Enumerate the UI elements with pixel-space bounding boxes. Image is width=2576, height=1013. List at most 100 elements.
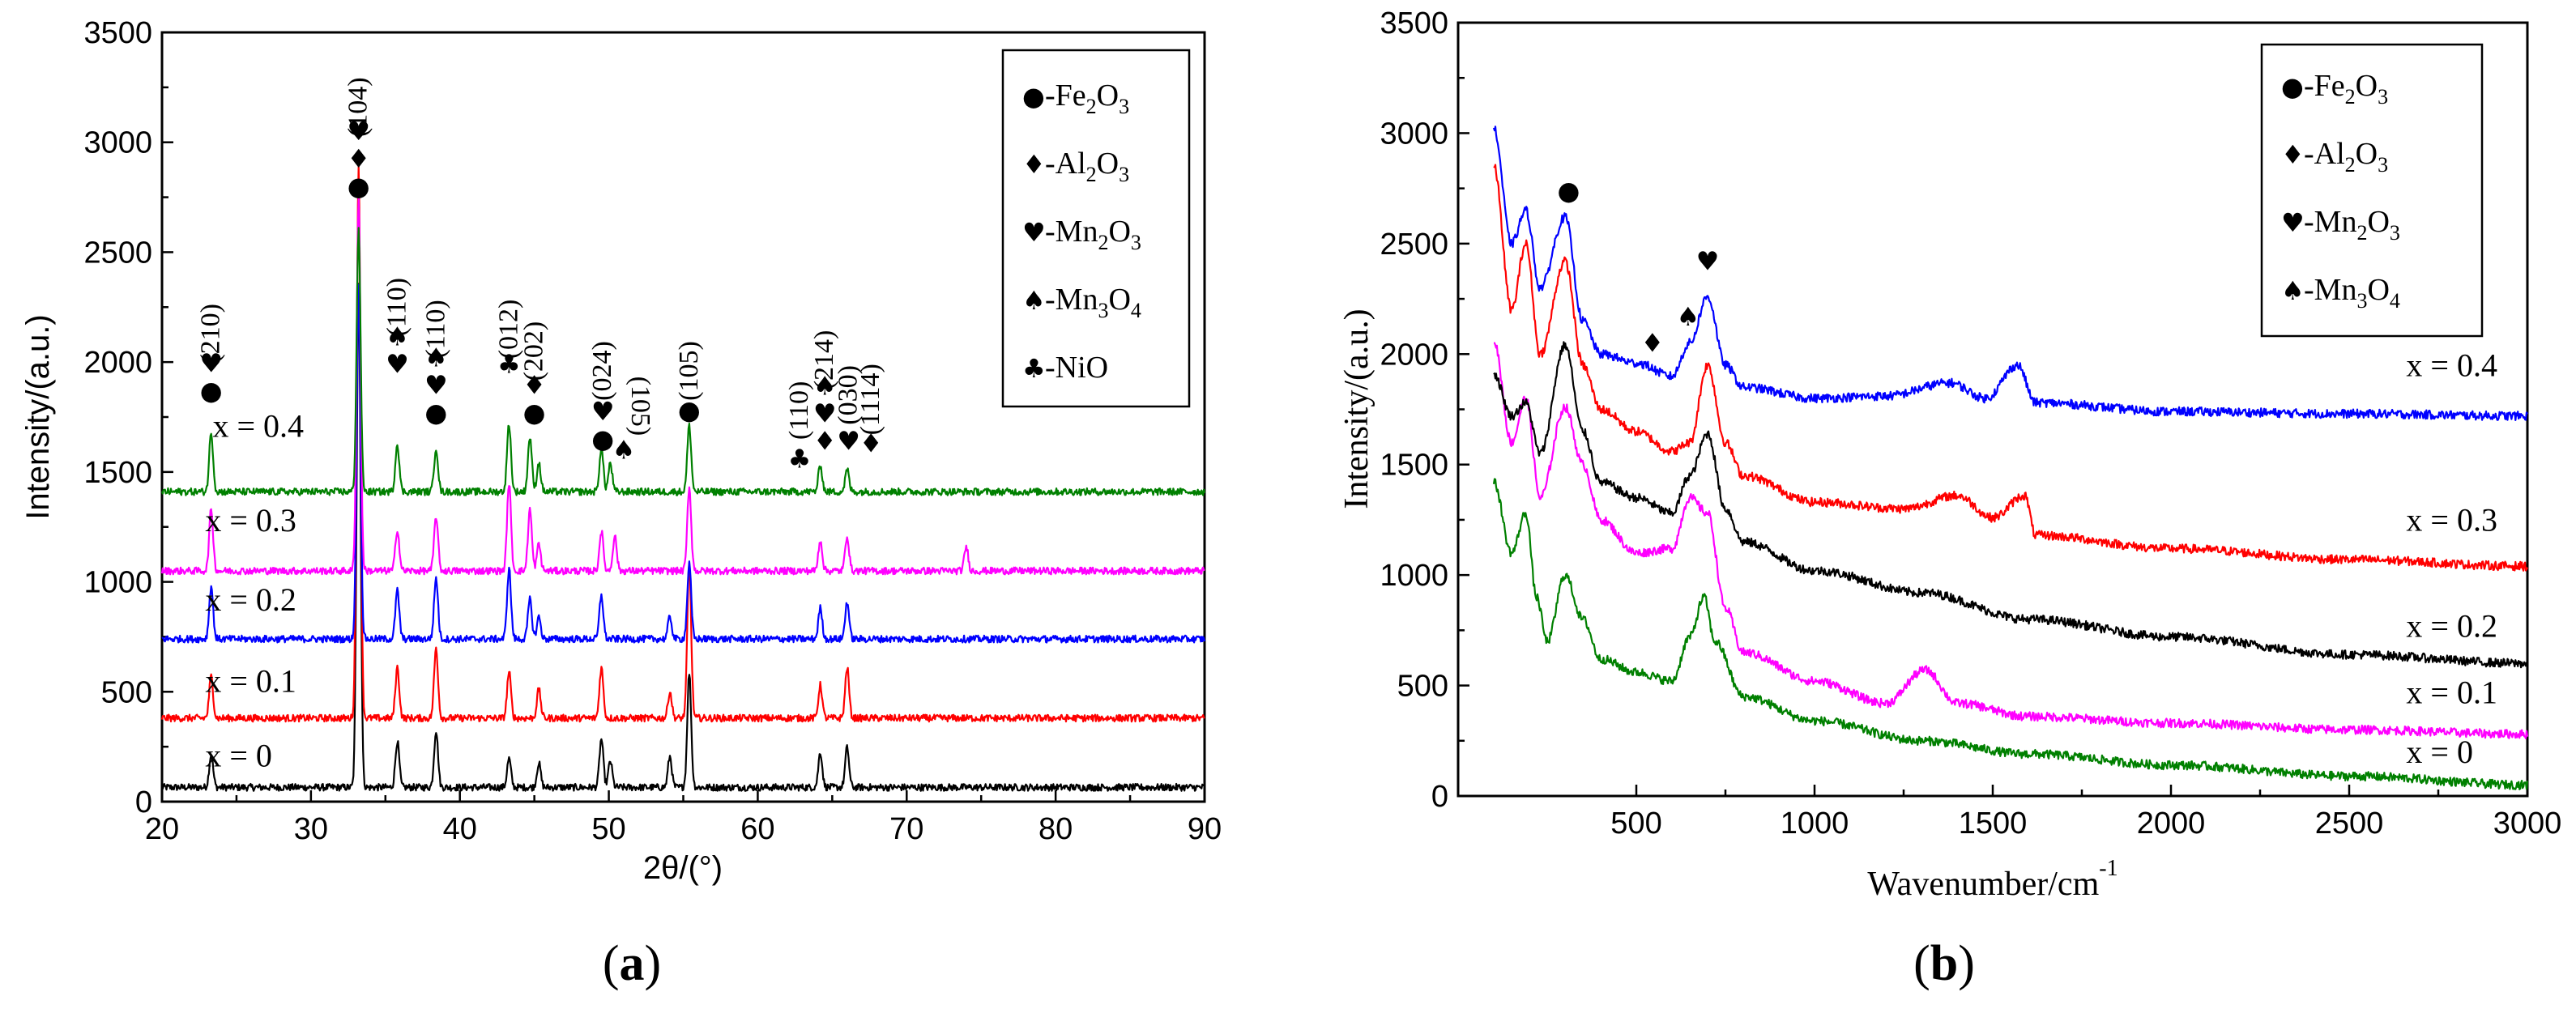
panel-a-legend-label: -Mn3O4 [1045,283,1141,322]
panel-b-ytick-label: 2500 [1380,228,1448,262]
panel-a-series-label: x = 0 [205,738,272,774]
panel-a-annotations: ●♥(210)●♦♥(104)♥♠(110)●♥♠(110)♣(012)●♦(2… [196,77,885,474]
panel-a-caption-open: ( [603,936,620,991]
panel-a-ticks: 20 30 40 50 60 70 80 90 0 500 1000 1500 2000 2500 3000… [83,16,1222,846]
panel-a-hkl-label: (110) [784,381,814,440]
panel-a-phase-marker: ♣ [497,349,521,380]
panel-a-ytick-label: 1000 [83,566,152,600]
panel-b-series-line [1493,164,2529,572]
panel-b-caption-letter: b [1930,936,1958,991]
panel-a-hkl-label: (210) [196,304,226,364]
panel-b-series-label: x = 0.3 [2406,502,2497,538]
panel-b-series-label: x = 0.4 [2406,347,2497,384]
panel-a-hkl-label: (105) [674,341,704,401]
panel-a-phase-marker: ♦ [859,428,883,458]
panel-a-phase-marker: ♠ [612,435,636,466]
panel-a-legend-symbol: ♥ [1022,217,1046,248]
panel-b-phase-marker: ♦ [1640,328,1664,359]
panel-b-xtick-label: 3000 [2493,807,2562,841]
panel-b-legend-items: ● -Fe2O3 ♦ -Al2O3 ♥ -Mn2O3 ♠ -Mn3O4 [2281,69,2400,313]
panel-a-hkl-label: (1114) [855,364,885,435]
panel-b-legend-box [2260,43,2484,338]
panel-a-series-line [160,165,1205,723]
panel-a-series-labels: x = 0 x = 0.1 x = 0.2 x = 0.3 x = 0.4 [205,407,304,773]
panel-a-xtick-label: 90 [1188,812,1222,846]
panel-a-ylabel: Intensity/(a.u.) [20,314,56,519]
panel-a-legend-symbol: ♠ [1022,285,1046,316]
panel-b-series-labels: x = 0 x = 0.1 x = 0.2 x = 0.3 x = 0.4 [2406,347,2497,770]
panel-a-legend-items: ● -Fe2O3 ♦ -Al2O3 ♥ -Mn2O3 ♠ -Mn3O4 ♣ -NiO [1022,79,1141,385]
panel-b-phase-marker: ♥ [1696,246,1720,277]
panel-a-xlabel: 2θ/(°) [643,850,723,886]
panel-a-legend-box [1001,49,1191,408]
panel-a-series-group [160,165,1206,792]
panel-b-xtick-label: 1000 [1781,807,1849,841]
panel-a-legend-label: -Al2O3 [1045,147,1129,186]
panel-a-phase-marker: ♥ [347,116,370,147]
panel-b-phase-marker: ♠ [1676,301,1700,332]
panel-a-phase-marker: ♠ [813,371,837,402]
panel-a-hkl-label: (214) [809,330,839,390]
panel-a-xtick-label: 30 [294,812,328,846]
panel-a-phase-marker: ♥ [837,426,860,457]
panel-a-phase-marker: ♥ [386,349,409,380]
panel-b-series-label: x = 0 [2406,734,2473,770]
panel-a-legend: ● -Fe2O3 ♦ -Al2O3 ♥ -Mn2O3 ♠ -Mn3O4 ♣ -NiO [1001,49,1191,408]
panel-b-ytick-label: 3000 [1380,117,1448,151]
panel-b-xtick-label: 2000 [2137,807,2206,841]
panel-a-series-label: x = 0.3 [205,502,296,538]
panel-a-xtick-label: 60 [740,812,774,846]
panel-a-legend-label: -Mn2O3 [1045,215,1141,254]
panel-b-series-line [1492,478,2529,790]
panel-a-series-line [161,283,1206,644]
panel-a-ytick-label: 2500 [83,236,152,270]
panel-a-phase-marker: ♥ [424,369,448,400]
panel-a-hkl-label: (104) [343,77,373,137]
panel-b-legend-symbol: ♥ [2281,207,2305,238]
panel-b-series-line [1492,126,2528,421]
panel-b-legend-symbol: ● [2281,71,2304,102]
panel-b-ytick-label: 500 [1397,670,1448,704]
panel-b-xtick-label: 2500 [2315,807,2384,841]
panel-a-ytick-label: 3500 [83,16,152,50]
panel-a-phase-marker: ♥ [591,396,615,427]
panel-b-ytick-label: 1500 [1380,449,1448,483]
panel-a-caption-close: ) [645,936,662,991]
panel-a-phase-marker: ♠ [386,321,409,352]
panel-b-series-label: x = 0.1 [2406,674,2497,710]
panel-a-xtick-label: 20 [145,812,179,846]
panel-a-series-label: x = 0.2 [205,581,296,618]
panel-b: 500 1000 1500 2000 2500 3000 0 500 1000 1500 2000 2… [1338,6,2561,991]
panel-a-legend-symbol: ● [1022,81,1045,112]
panel-b-phase-marker: ● [1557,175,1580,206]
panel-b-series-line [1493,342,2529,739]
panel-a-legend-label: -Fe2O3 [1045,79,1129,118]
panel-b-annotations: ● ♦ ♠ ♥ [1557,175,1719,358]
panel-b-legend-symbol: ♦ [2281,139,2305,170]
panel-a-series-label: x = 0.1 [205,662,296,699]
panel-a-series-label: x = 0.4 [213,407,305,444]
panel-a-xtick-label: 40 [443,812,477,846]
panel-a-ytick-label: 3000 [83,126,152,160]
panel-a-series-line [160,283,1205,792]
panel-b-ticks: 500 1000 1500 2000 2500 3000 0 500 1000 1500 2000 2… [1380,6,2561,841]
panel-b-legend-label: -Al2O3 [2304,137,2388,177]
panel-a-xtick-label: 50 [591,812,625,846]
panel-a-ytick-label: 0 [135,785,152,819]
panel-b-legend-label: -Fe2O3 [2304,69,2388,109]
panel-a-ytick-label: 2000 [83,346,152,380]
panel-b-xtick-label: 500 [1610,807,1661,841]
panel-a-phase-marker: ♥ [199,347,223,378]
panel-a-phase-marker: ● [200,375,223,406]
panel-a-hkl-label: (110) [420,300,450,358]
panel-b-legend-symbol: ♠ [2281,275,2305,306]
panel-a: 20 30 40 50 60 70 80 90 0 500 1000 1500 2000 2500 3000… [20,16,1222,991]
panel-b-xtick-label: 1500 [1959,807,2028,841]
panel-b-series-line [1493,341,2528,669]
panel-a-hkl-label: (110) [382,278,412,336]
panel-a-phase-marker: ● [424,397,447,428]
panel-a-hkl-label: (030) [834,365,864,425]
panel-a-phase-marker: ● [678,395,701,426]
panel-b-ytick-label: 2000 [1380,338,1448,372]
panel-a-phase-marker: ♦ [347,143,370,174]
